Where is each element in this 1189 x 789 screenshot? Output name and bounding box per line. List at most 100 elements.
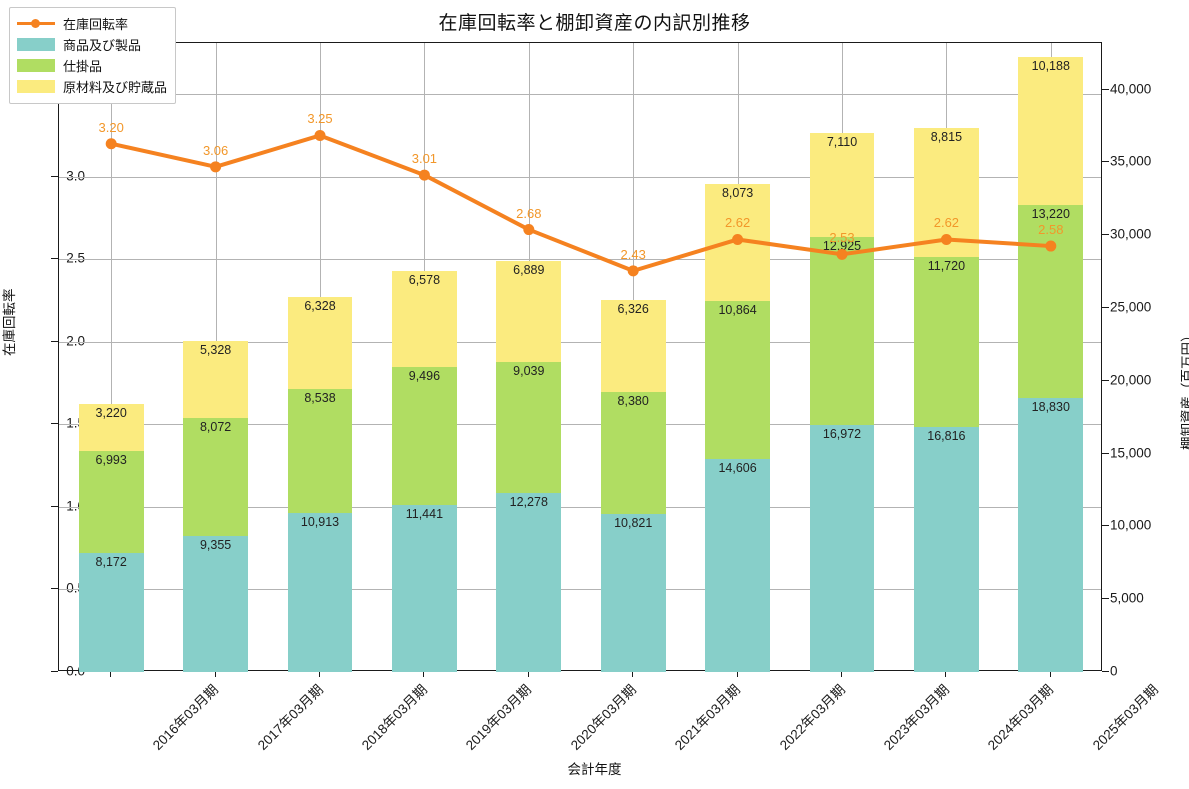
gridline-horizontal [59, 176, 1101, 178]
y-axis-left-tick-label: 3.0 [66, 168, 85, 184]
bar-segment-label: 16,972 [822, 426, 862, 441]
bar-segment-label: 11,441 [405, 507, 444, 522]
chart-legend[interactable]: 在庫回転率商品及び製品仕掛品原材料及び貯蔵品 [9, 7, 177, 104]
bar-segment[interactable] [1018, 205, 1084, 398]
y-axis-right-tick-mark [1102, 525, 1109, 527]
bar-segment[interactable] [287, 296, 353, 389]
y-axis-left-tick-mark [51, 423, 58, 425]
bar-segment[interactable] [183, 418, 248, 536]
bar-segment-label: 9,039 [513, 363, 545, 378]
y-axis-right-tick-mark [1102, 598, 1109, 600]
bar-segment[interactable] [600, 300, 666, 393]
bar-segment[interactable] [78, 404, 144, 452]
legend-item[interactable]: 在庫回転率 [17, 13, 167, 34]
bar-segment[interactable] [287, 513, 353, 672]
line-data-point[interactable] [732, 233, 744, 245]
x-axis-tick-mark [1049, 671, 1051, 677]
bar-segment[interactable] [705, 301, 770, 460]
y-axis-right-tick-mark [1102, 161, 1109, 163]
gridline-horizontal [59, 94, 1101, 96]
line-data-point[interactable] [105, 138, 117, 150]
y-axis-right-tick-label: 30,000 [1110, 226, 1152, 242]
bar-segment-label: 6,889 [513, 263, 545, 278]
gridline-horizontal [59, 341, 1101, 343]
bar-segment[interactable] [78, 451, 144, 553]
bar-segment[interactable] [809, 424, 875, 672]
y-axis-right-tick-label: 25,000 [1110, 299, 1152, 315]
line-data-point[interactable] [1045, 240, 1057, 252]
bar-segment[interactable] [183, 340, 248, 419]
x-axis-tick-mark [632, 671, 634, 677]
legend-color-swatch-icon [17, 80, 55, 93]
legend-line-marker-icon [17, 17, 55, 30]
legend-item-label: 原材料及び貯蔵品 [63, 80, 168, 95]
bar-segment-label: 10,821 [614, 516, 653, 531]
bar-segment[interactable] [1018, 57, 1084, 206]
bar-segment[interactable] [392, 271, 457, 368]
bar-segment[interactable] [809, 133, 875, 237]
bar-segment[interactable] [496, 261, 562, 362]
legend-item[interactable]: 仕掛品 [17, 55, 167, 76]
bar-segment[interactable] [600, 392, 666, 515]
bar-segment[interactable] [183, 535, 248, 672]
line-path [109, 133, 1053, 273]
bar-segment[interactable] [392, 367, 457, 506]
bar-segment-label: 6,993 [95, 453, 127, 468]
y-axis-right-tick-label: 10,000 [1110, 517, 1152, 533]
y-axis-left-tick-mark [51, 671, 58, 672]
y-axis-right-tick-mark [1102, 452, 1109, 454]
bar-segment-label: 8,538 [304, 390, 336, 405]
y-axis-right-tick-label: 0 [1110, 663, 1118, 679]
legend-item-label: 商品及び製品 [63, 38, 142, 53]
bar-segment[interactable] [78, 553, 144, 672]
bar-segment-label: 10,864 [718, 303, 757, 318]
line-data-point[interactable] [523, 224, 535, 236]
plot-area: 8,172 6,993 3,220 9,355 8,072 5,328 10,913 8,53… [58, 42, 1102, 672]
y-axis-left-tick-mark [51, 505, 58, 507]
legend-color-swatch-icon [17, 38, 55, 51]
line-data-point[interactable] [314, 129, 326, 141]
line-data-point[interactable] [940, 233, 952, 245]
bar-segment[interactable] [496, 493, 562, 672]
x-axis-title: 会計年度 [567, 762, 622, 777]
y-axis-right-tick-mark [1102, 671, 1109, 672]
y-axis-right-title: 棚卸資産（百万円） [1180, 328, 1189, 451]
bar-segment[interactable] [809, 236, 875, 425]
y-axis-right-tick-label: 5,000 [1110, 590, 1144, 606]
bar-segment-label: 6,326 [617, 302, 649, 317]
legend-color-swatch-icon [17, 59, 55, 72]
x-axis-tick-mark [945, 671, 947, 677]
line-data-point[interactable] [210, 161, 222, 173]
line-data-point[interactable] [418, 169, 430, 181]
bar-segment-label: 13,220 [1031, 207, 1070, 222]
legend-item[interactable]: 商品及び製品 [17, 34, 167, 55]
bar-segment[interactable] [705, 459, 770, 672]
x-axis-category-label: 2016年03月期 [150, 681, 222, 753]
bar-segment[interactable] [496, 361, 562, 494]
y-axis-right-tick-mark [1102, 234, 1109, 236]
bar-segment-label: 18,830 [1031, 399, 1070, 414]
bar-segment-label: 6,328 [304, 298, 336, 313]
bar-segment[interactable] [914, 256, 979, 428]
bar-segment[interactable] [287, 388, 353, 514]
bar-segment[interactable] [1018, 397, 1084, 672]
bar-segment-label: 9,355 [199, 537, 232, 552]
bar-segment[interactable] [914, 427, 979, 672]
x-axis-category-label: 2017年03月期 [254, 681, 326, 753]
legend-item[interactable]: 原材料及び貯蔵品 [17, 76, 167, 97]
line-data-point[interactable] [627, 265, 639, 277]
line-point-label: 3.01 [411, 151, 438, 167]
bar-segment-label: 10,188 [1031, 59, 1070, 73]
line-point-label: 2.58 [1038, 222, 1064, 238]
y-axis-right-tick-label: 15,000 [1110, 445, 1152, 461]
x-axis-category-label: 2020年03月期 [567, 681, 639, 753]
y-axis-right-tick-label: 35,000 [1110, 153, 1152, 169]
bar-segment[interactable] [392, 505, 457, 672]
bar-segment[interactable] [600, 514, 666, 672]
line-point-label: 2.62 [724, 215, 751, 231]
line-data-point[interactable] [836, 248, 848, 260]
x-axis-category-label: 2018年03月期 [358, 681, 430, 753]
gridline-horizontal [59, 259, 1101, 261]
x-axis-category-label: 2023年03月期 [880, 681, 952, 753]
